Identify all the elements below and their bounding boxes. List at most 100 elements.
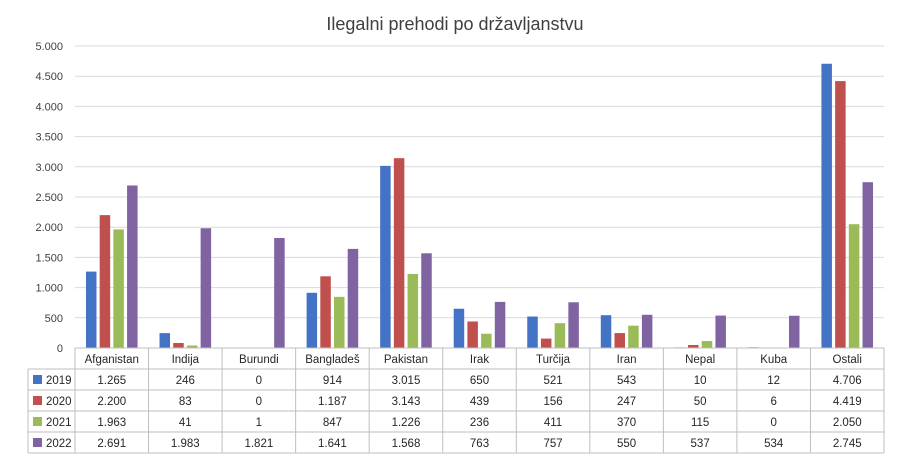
- y-tick-label: 500: [45, 313, 63, 325]
- data-label: 550: [617, 438, 636, 450]
- bar-2022-Ostali: [862, 182, 874, 348]
- data-label: 2.745: [833, 438, 862, 450]
- bar-2022-Nepal: [715, 315, 726, 348]
- data-label: 10: [694, 375, 707, 387]
- data-label: 537: [691, 438, 710, 450]
- bar-2020-Turčija: [540, 338, 552, 348]
- bar-2021-Nepal: [701, 341, 713, 348]
- y-tick-label: 0: [57, 343, 63, 355]
- data-label: 847: [323, 417, 342, 429]
- data-label: 1.187: [318, 396, 347, 408]
- y-tick-label: 2.000: [35, 222, 63, 234]
- bar-2021-Irak: [481, 333, 492, 348]
- legend-key-2020: [33, 396, 42, 405]
- bar-2019-Iran: [600, 315, 612, 348]
- category-label: Irak: [470, 354, 489, 366]
- bar-2021-Ostali: [848, 224, 860, 348]
- bar-2020-Afganistan: [99, 215, 111, 348]
- data-label: 0: [256, 396, 262, 408]
- category-label: Turčija: [536, 354, 571, 366]
- bar-2022-Burundi: [274, 238, 285, 348]
- y-tick-label: 1.000: [35, 283, 63, 295]
- bar-2021-Pakistan: [407, 273, 419, 348]
- data-label: 521: [543, 375, 562, 387]
- data-label: 6: [770, 396, 776, 408]
- legend-label: 2019: [46, 375, 72, 387]
- y-tick-label: 3.000: [35, 162, 63, 174]
- bar-2021-Afganistan: [113, 229, 124, 348]
- bar-2022-Pakistan: [421, 253, 432, 348]
- bar-2022-Iran: [641, 314, 653, 348]
- legend-label: 2021: [46, 417, 72, 429]
- data-label: 1.226: [392, 417, 421, 429]
- data-label: 41: [179, 417, 192, 429]
- category-label: Ostali: [833, 354, 862, 366]
- category-label: Iran: [617, 354, 637, 366]
- y-tick-label: 1.500: [35, 252, 63, 264]
- bar-2021-Indija: [186, 345, 198, 348]
- data-label: 12: [767, 375, 780, 387]
- data-label: 1.641: [318, 438, 347, 450]
- bar-2019-Turčija: [527, 316, 538, 348]
- bar-2022-Turčija: [568, 302, 579, 348]
- legend-key-2022: [33, 438, 42, 447]
- legend-label: 2022: [46, 438, 72, 450]
- data-label: 914: [323, 375, 343, 387]
- bar-2019-Bangladeš: [306, 292, 318, 348]
- bars: [85, 63, 874, 348]
- data-label: 4.419: [833, 396, 862, 408]
- data-label: 1: [256, 417, 262, 429]
- legend-label: 2020: [46, 396, 72, 408]
- data-table: Afganistan Indija Burundi Bangladeš Pakistan…: [27, 347, 885, 454]
- bar-2019-Afganistan: [85, 271, 97, 348]
- bar-2022-Bangladeš: [347, 248, 359, 348]
- data-label: 534: [764, 438, 784, 450]
- bar-2022-Irak: [494, 301, 506, 348]
- data-label: 0: [770, 417, 776, 429]
- data-label: 247: [617, 396, 636, 408]
- data-label: 1.568: [392, 438, 421, 450]
- bar-2022-Indija: [200, 228, 212, 348]
- data-label: 3.143: [392, 396, 421, 408]
- category-label: Nepal: [685, 354, 715, 366]
- bar-2020-Pakistan: [393, 158, 405, 348]
- category-label: Pakistan: [384, 354, 428, 366]
- data-label: 1.821: [244, 438, 273, 450]
- data-label: 2.691: [97, 438, 126, 450]
- bar-2020-Irak: [467, 321, 478, 348]
- category-label: Bangladeš: [305, 354, 360, 366]
- category-label: Indija: [172, 354, 200, 366]
- data-label: 246: [176, 375, 195, 387]
- data-label: 439: [470, 396, 489, 408]
- data-label: 2.050: [833, 417, 862, 429]
- y-tick-label: 2.500: [35, 192, 63, 204]
- data-label: 83: [179, 396, 192, 408]
- data-label: 1.963: [97, 417, 126, 429]
- data-label: 0: [256, 375, 262, 387]
- bar-2019-Indija: [159, 333, 171, 348]
- category-label: Afganistan: [85, 354, 139, 366]
- chart-title: Ilegalni prehodi po državljanstvu: [326, 14, 583, 34]
- data-label: 156: [543, 396, 562, 408]
- gridlines: [75, 45, 884, 319]
- bar-2020-Iran: [614, 333, 625, 348]
- data-label: 4.706: [833, 375, 862, 387]
- data-label: 1.265: [97, 375, 126, 387]
- data-label: 650: [470, 375, 489, 387]
- category-label: Burundi: [239, 354, 279, 366]
- bar-2020-Bangladeš: [320, 276, 331, 348]
- category-label: Kuba: [760, 354, 787, 366]
- bar-2019-Ostali: [821, 63, 832, 348]
- y-tick-label: 5.000: [35, 41, 63, 53]
- bar-2022-Afganistan: [127, 185, 138, 348]
- data-label: 115: [691, 417, 709, 429]
- bar-2022-Kuba: [788, 315, 800, 348]
- data-label: 411: [544, 417, 562, 429]
- bar-2020-Ostali: [835, 81, 846, 348]
- bar-2021-Iran: [628, 325, 639, 348]
- bar-2021-Bangladeš: [334, 296, 345, 348]
- bar-2021-Turčija: [554, 323, 566, 348]
- data-label: 763: [470, 438, 489, 450]
- bar-2020-Indija: [173, 342, 184, 348]
